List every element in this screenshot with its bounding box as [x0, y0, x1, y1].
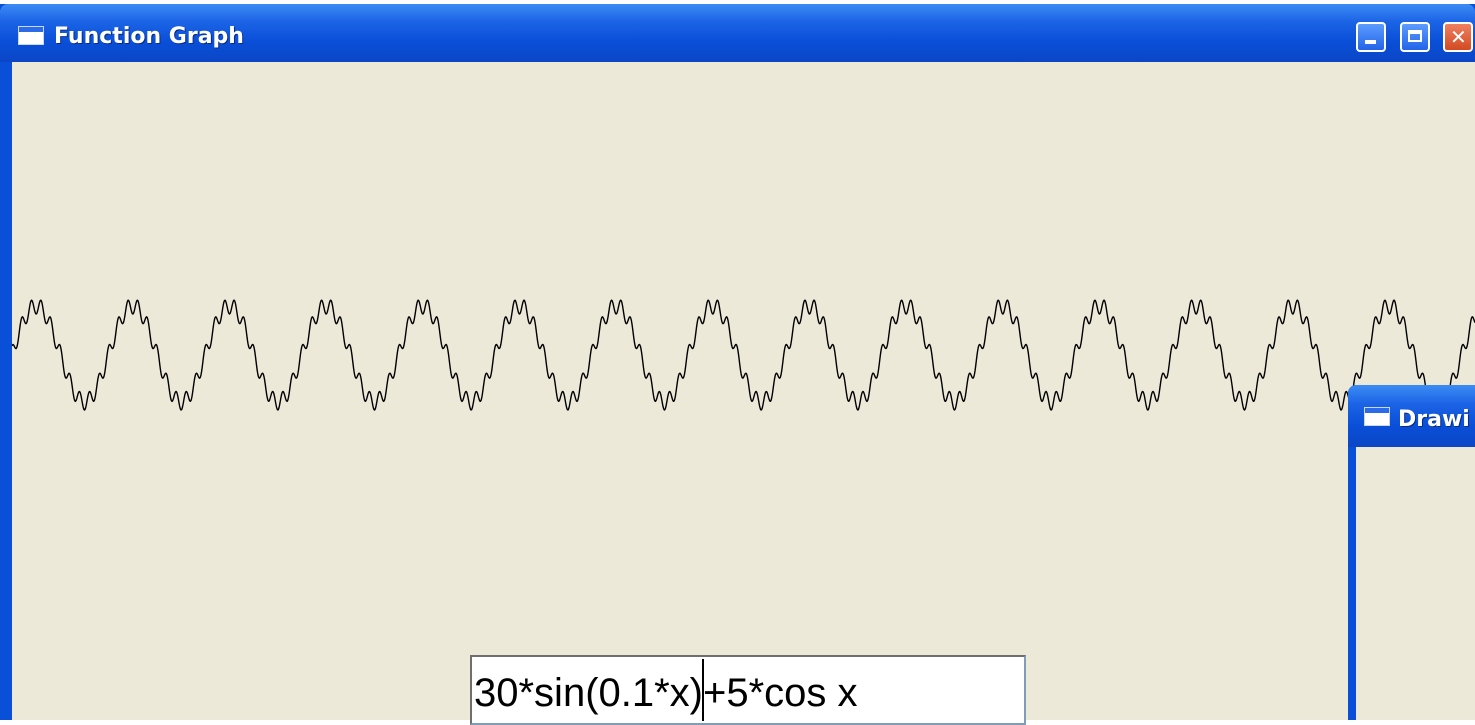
drawing-window-title: Drawi — [1398, 407, 1470, 432]
drawing-window-title-bar[interactable]: Drawi — [1348, 385, 1475, 447]
minimize-button[interactable] — [1356, 22, 1386, 52]
window-title: Function Graph — [54, 24, 244, 49]
function-input[interactable]: 30*sin(0.1*x)+5*cos x — [470, 655, 1026, 725]
function-graph-window: Function Graph 30*sin(0.1*x)+5*cos x — [0, 4, 1475, 725]
function-input-text[interactable]: 30*sin(0.1*x)+5*cos x — [474, 671, 858, 715]
title-bar[interactable]: Function Graph — [0, 4, 1475, 62]
drawing-window[interactable]: Drawi — [1348, 385, 1475, 720]
window-app-icon[interactable] — [18, 26, 44, 45]
graph-canvas-area: 30*sin(0.1*x)+5*cos x — [12, 62, 1475, 725]
text-caret — [702, 659, 704, 721]
drawing-window-client — [1356, 447, 1475, 720]
function-curve — [12, 299, 1475, 411]
drawing-window-app-icon[interactable] — [1364, 407, 1390, 426]
function-plot — [12, 299, 1475, 411]
maximize-button[interactable] — [1400, 22, 1430, 52]
close-button[interactable] — [1443, 22, 1473, 52]
